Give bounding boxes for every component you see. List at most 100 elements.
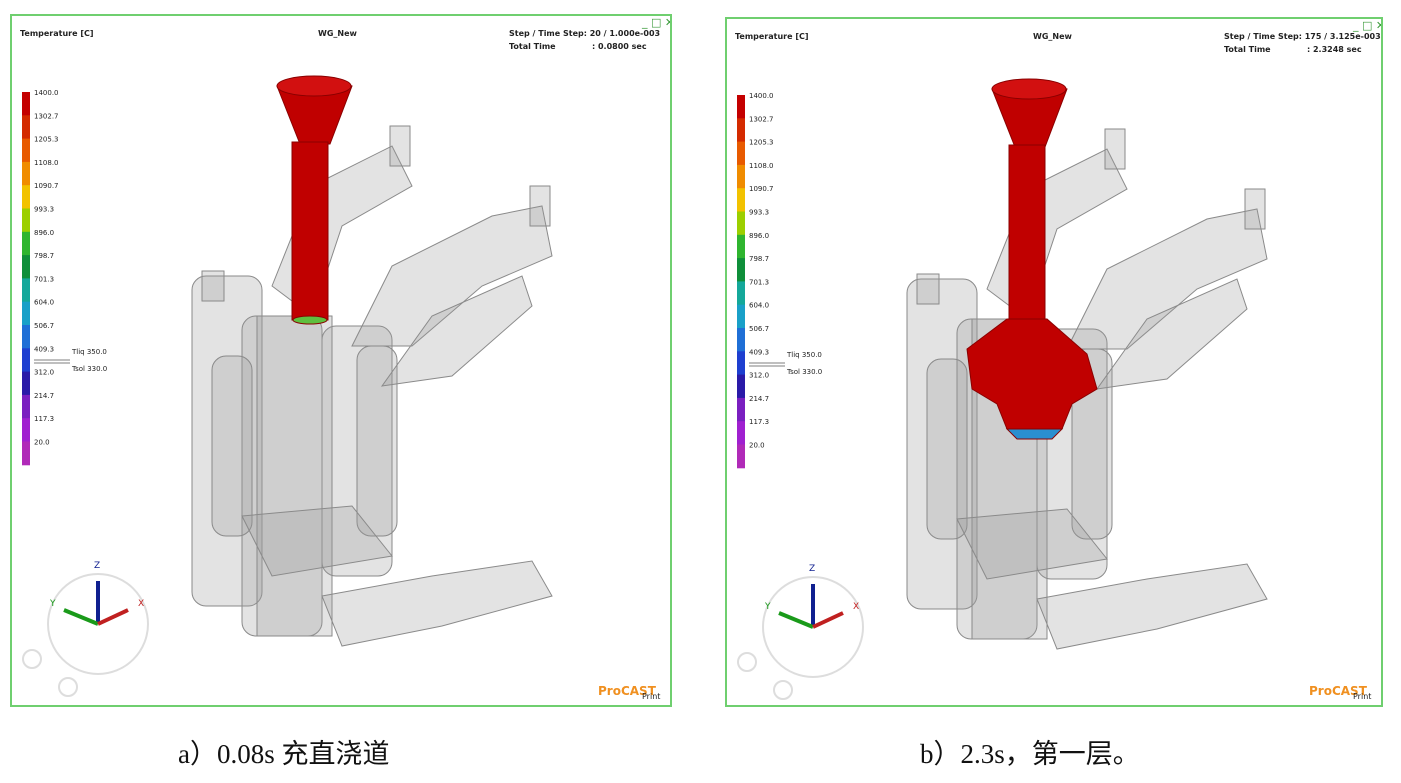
legend-swatch (22, 418, 30, 442)
marker-label: Tliq 350.0 (71, 348, 107, 356)
viewport: Temperature [C] WG_New Step / Time Step: 1… (735, 19, 1381, 701)
legend-label: 1090.7 (34, 182, 59, 190)
cup-top (991, 78, 1067, 100)
riser (529, 185, 551, 227)
print-button[interactable]: Print (642, 692, 660, 701)
legend-label: 409.3 (749, 348, 769, 356)
legend-label: 896.0 (749, 232, 769, 240)
nav-icon (22, 649, 42, 669)
legend-label: 798.7 (34, 252, 54, 260)
melt (276, 75, 353, 325)
legend-swatch (737, 351, 745, 376)
front (1005, 428, 1064, 440)
legend-swatch (737, 258, 745, 282)
legend-label: 604.0 (749, 302, 769, 310)
legend-label: 993.3 (34, 206, 54, 214)
sprue (1008, 144, 1046, 322)
result-window: Temperature [C] WG_New Step / Time Step: 1… (725, 17, 1383, 707)
legend-swatch (22, 92, 30, 116)
legend-label: 701.3 (749, 278, 769, 286)
step: Step / Time Step: 20 / 1.000e-003 (509, 29, 660, 38)
logo: ProCAST (598, 684, 657, 698)
arm (956, 508, 1108, 580)
axis-x (97, 608, 129, 626)
result-window: Temperature [C] WG_New Step / Time Step: 2… (10, 14, 672, 707)
quantity: Temperature [C] (735, 32, 809, 41)
logo: ProCAST (1309, 684, 1368, 698)
nav-icon (773, 680, 793, 700)
marker-label: Tliq 350.0 (786, 351, 822, 359)
axis-label: Z (94, 561, 100, 571)
legend-label: 312.0 (34, 369, 54, 377)
legend-label: 312.0 (749, 372, 769, 380)
legend-label: 1302.7 (749, 115, 774, 123)
legend-label: 798.7 (749, 255, 769, 263)
axis-label: Y (764, 602, 771, 612)
column (191, 275, 263, 607)
legend-swatch (22, 208, 30, 233)
nav-icon (58, 677, 78, 697)
legend-swatch (22, 278, 30, 303)
legend-swatch (737, 95, 745, 119)
model-name: WG_New (1033, 32, 1073, 41)
legend-swatch (737, 211, 745, 236)
legend-label: 409.3 (34, 345, 54, 353)
time-value: : 2.3248 sec (1307, 45, 1362, 54)
legend-swatch (22, 161, 30, 186)
arm (321, 560, 553, 647)
legend-swatch (737, 281, 745, 306)
legend-swatch (737, 188, 745, 212)
axis-label: Z (809, 564, 815, 574)
legend-swatch (737, 234, 745, 259)
window-controls: _ □ ✕ (1352, 19, 1381, 32)
melt (966, 78, 1098, 440)
column (211, 355, 253, 537)
model-name: WG_New (318, 29, 358, 38)
time-value: : 0.0800 sec (592, 42, 647, 51)
arm (380, 275, 533, 387)
axis-label: X (138, 599, 144, 609)
time-label: Total Time (1224, 45, 1271, 54)
legend-swatch (22, 138, 30, 163)
marker-label: Tsol 330.0 (71, 365, 107, 373)
arm (1066, 208, 1268, 350)
axis-y (63, 608, 99, 626)
step: Step / Time Step: 175 / 3.125e-003 (1224, 32, 1381, 41)
legend-label: 1400.0 (749, 92, 774, 100)
legend-label: 214.7 (749, 395, 769, 403)
axis-triad: Z Y X (47, 561, 149, 675)
cup-top (276, 75, 352, 97)
riser (1244, 188, 1266, 230)
legend-label: 1400.0 (34, 89, 59, 97)
legend-label: 1108.0 (749, 162, 774, 170)
column (926, 358, 968, 540)
legend-swatch (737, 141, 745, 166)
legend-swatch (737, 164, 745, 189)
arm (1036, 563, 1268, 650)
viewport: Temperature [C] WG_New Step / Time Step: 2… (20, 16, 670, 701)
window-controls: _ □ ✕ (641, 16, 670, 29)
sprue (291, 141, 329, 321)
column (906, 278, 978, 610)
legend-swatch (737, 304, 745, 329)
legend-label: 1090.7 (749, 185, 774, 193)
axis-y (778, 611, 814, 629)
axis-triad: Z Y X (762, 564, 864, 678)
time-label: Total Time (509, 42, 556, 51)
axis-x (812, 611, 844, 629)
legend-label: 20.0 (749, 442, 765, 450)
legend-swatch (22, 441, 30, 466)
riser (916, 273, 940, 305)
print-button[interactable]: Print (1353, 692, 1371, 701)
front (292, 315, 328, 325)
legend-label: 117.3 (34, 415, 54, 423)
legend-swatch (737, 328, 745, 352)
layer (966, 318, 1098, 430)
legend-swatch (22, 371, 30, 396)
casting (191, 125, 553, 647)
arm (351, 205, 553, 347)
triad-ring (47, 573, 149, 675)
legend-swatch (22, 394, 30, 419)
legend-swatch (737, 374, 745, 399)
